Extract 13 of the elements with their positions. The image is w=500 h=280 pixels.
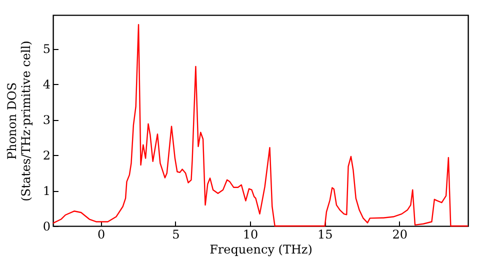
x-tick-label: 0 (97, 228, 106, 242)
y-tick-label: 2 (42, 148, 50, 163)
x-tick-label: 5 (172, 228, 180, 242)
line-series (52, 24, 469, 227)
y-tick-label: 3 (42, 113, 50, 128)
x-tick-label: 20 (392, 228, 408, 242)
y-axis-title: Phonon DOS (States/THz·primitive cell) (4, 40, 33, 202)
y-tick-label: 4 (42, 78, 51, 92)
y-tick-label: 5 (42, 42, 50, 56)
y-tick-label: 1 (42, 184, 50, 198)
x-tick-label: 10 (242, 228, 258, 242)
x-axis-title: Frequency (THz) (210, 242, 312, 256)
x-tick-label: 15 (318, 228, 333, 242)
